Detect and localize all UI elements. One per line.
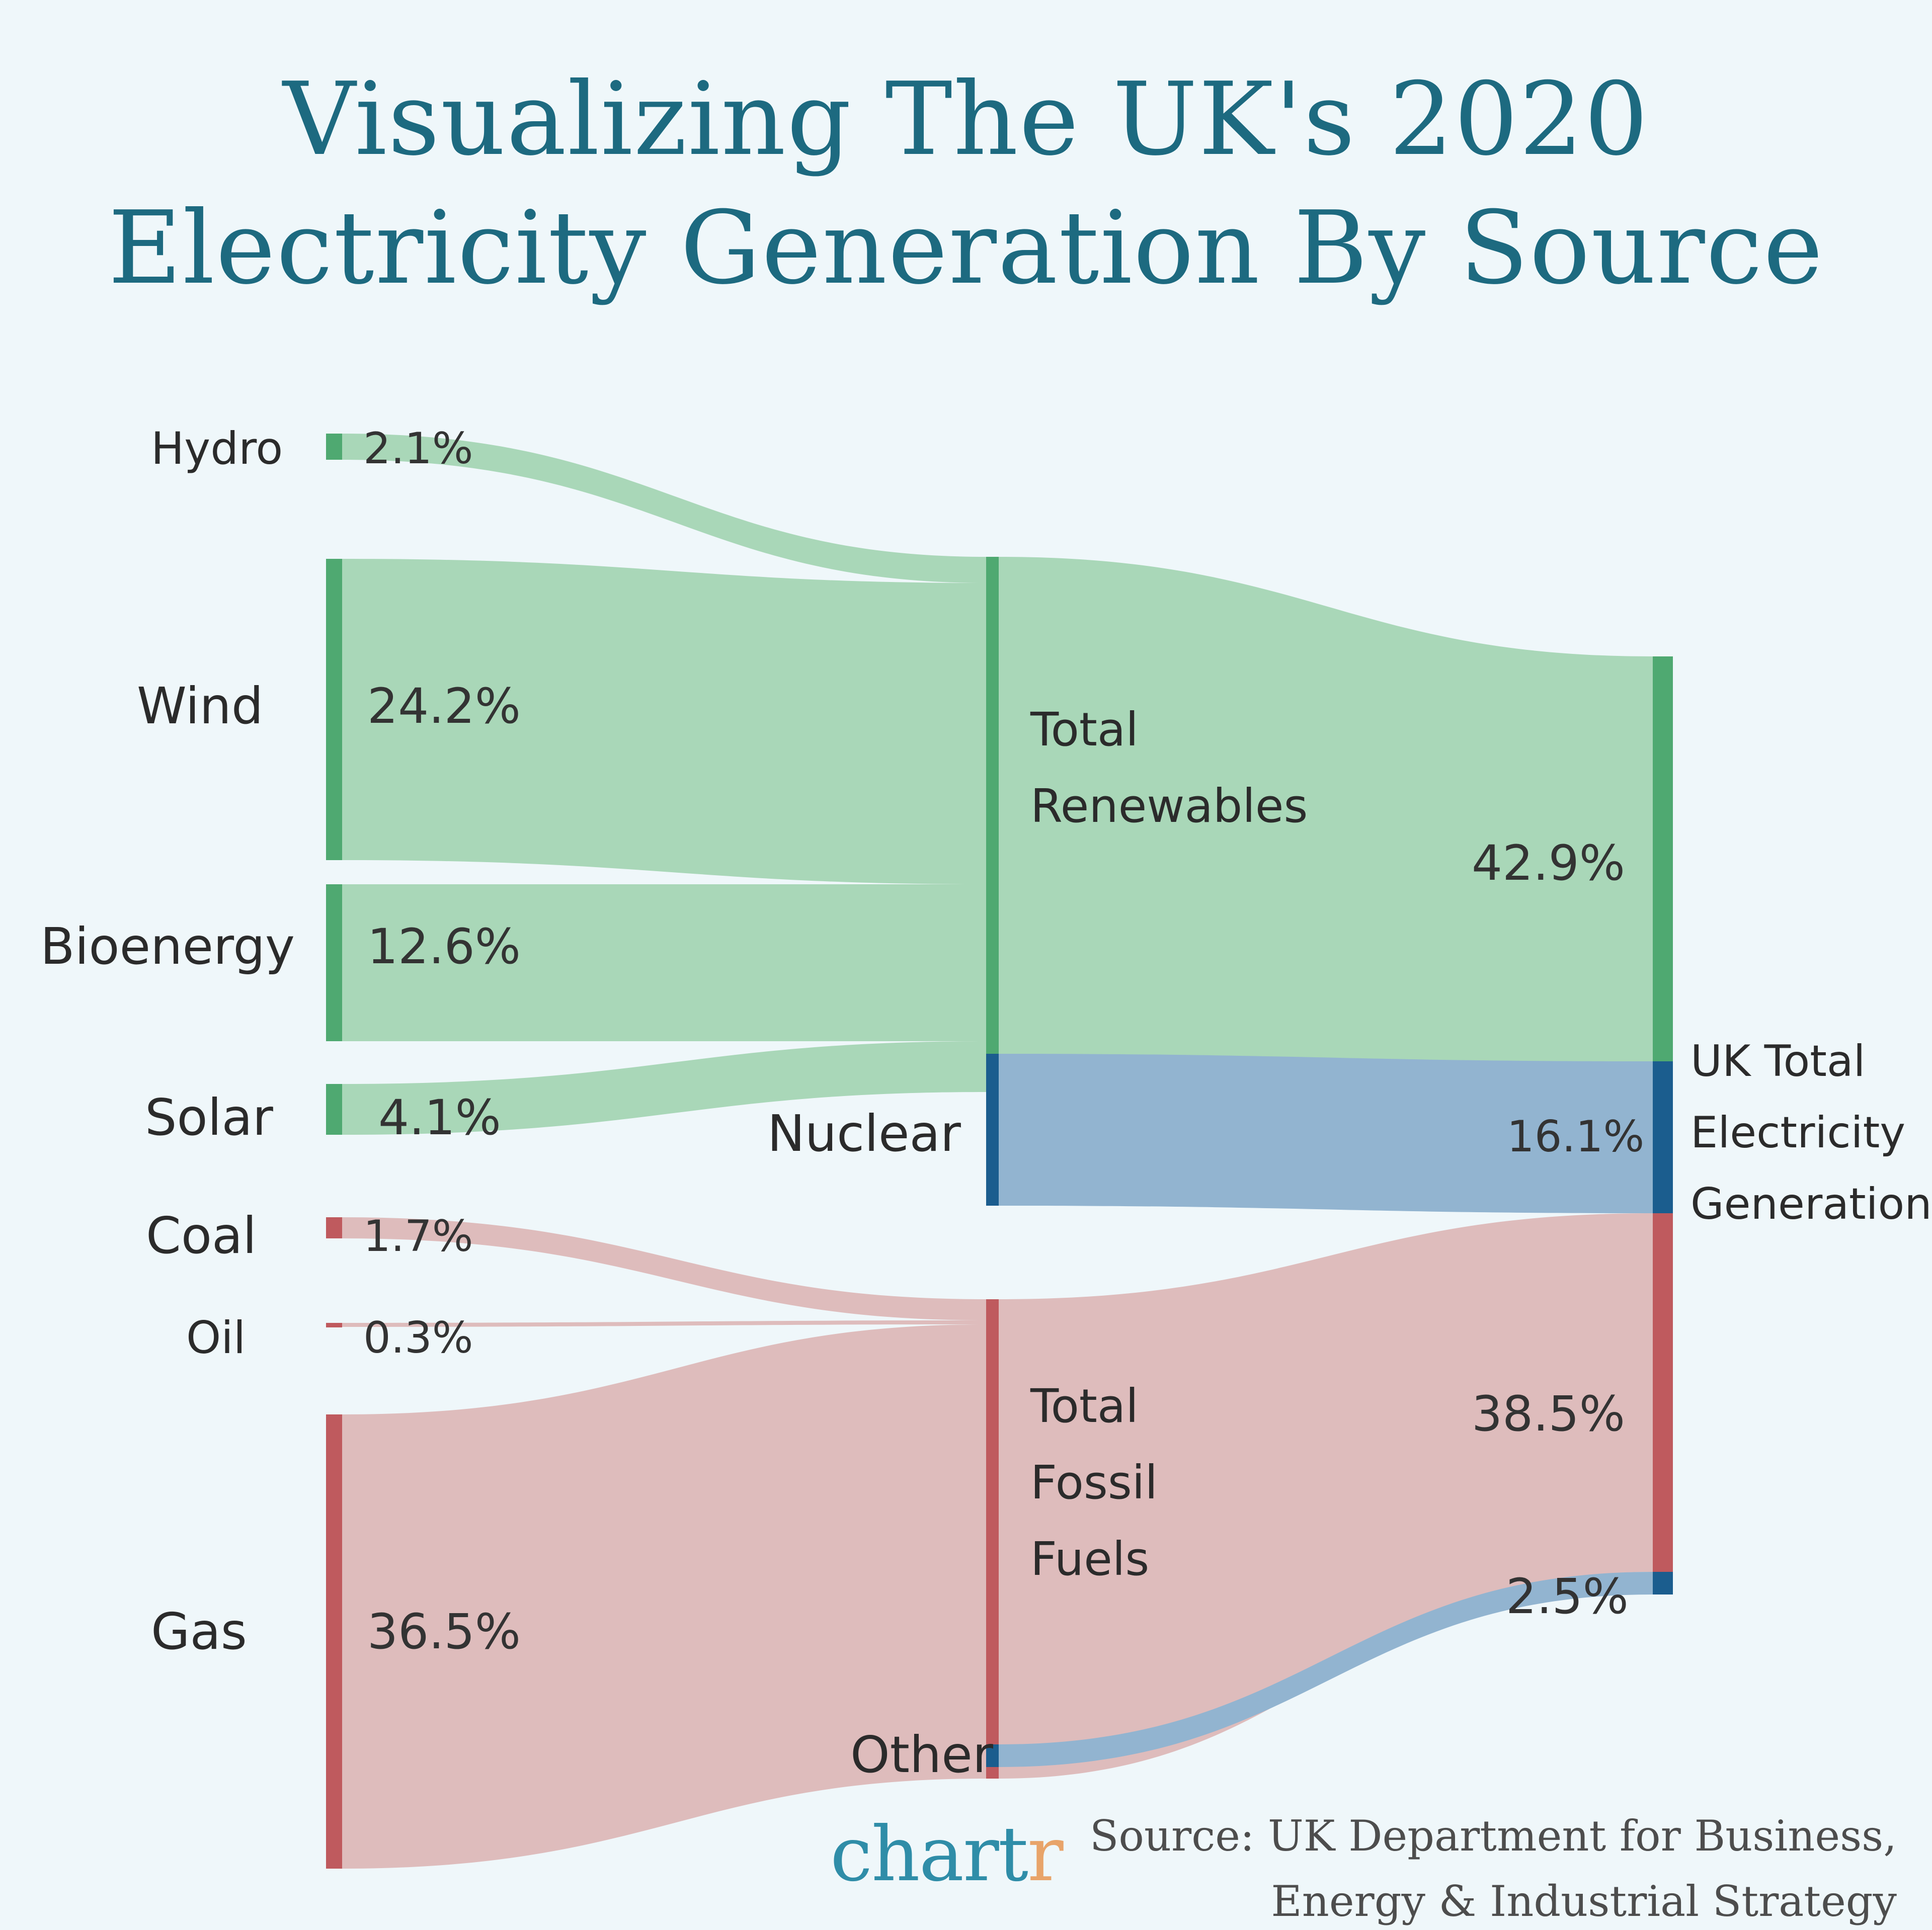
node-bar-nuclear[interactable]: [986, 1054, 999, 1206]
node-label-total-fossil-line2: Fossil: [1030, 1455, 1158, 1509]
node-bar-coal[interactable]: [326, 1217, 342, 1238]
node-bar-gas[interactable]: [326, 1414, 342, 1869]
node-label-total-renewables-line1: Total: [1030, 703, 1139, 757]
source-line-1: Source: UK Department for Business,: [1089, 1811, 1897, 1861]
sankey-links-stage1: [342, 434, 986, 1869]
node-value-total-renewables: 42.9%: [1472, 835, 1625, 891]
link-bioenergy-renewables: [342, 884, 986, 1041]
sankey-nodes-middle: [986, 557, 999, 1779]
node-label-solar-text: Solar: [145, 1088, 273, 1147]
node-label-total-renewables: Total Renewables: [1030, 692, 1308, 845]
source-line-2: Energy & Industrial Strategy: [1271, 1877, 1897, 1926]
link-renewables-uktotal: [999, 557, 1653, 1135]
chartr-logo-main: chart: [830, 1811, 1028, 1898]
node-value-bioenergy: 12.6%: [367, 918, 521, 975]
node-label-uk-total-electricity-generation: UK Total Electricity Generation: [1691, 1026, 1932, 1240]
node-bar-wind[interactable]: [326, 559, 342, 860]
node-label-wind: Wind: [137, 677, 264, 735]
chartr-logo-accent: r: [1027, 1811, 1064, 1898]
node-label-total-fossil-line3: Fuels: [1030, 1532, 1150, 1586]
title-line-1: Visualizing The UK's 2020: [283, 61, 1649, 178]
node-value-nuclear: 16.1%: [1507, 1112, 1645, 1162]
title-line-2: Electricity Generation By Source: [108, 190, 1824, 307]
node-bar-uktotal-other[interactable]: [1653, 1572, 1673, 1595]
sankey-links-stage2: [999, 557, 1653, 1779]
page-title: Visualizing The UK's 2020 Electricity Ge…: [0, 55, 1932, 313]
node-bar-hydro[interactable]: [326, 434, 342, 460]
node-bar-total-renewables[interactable]: [986, 557, 999, 1135]
link-oil-fossil: [342, 1320, 986, 1327]
sankey-nodes-sources: [326, 434, 342, 1869]
node-label-total-renewables-line2: Renewables: [1030, 779, 1308, 833]
link-nuclear-uktotal: [999, 1054, 1653, 1213]
node-value-oil: 0.3%: [363, 1313, 473, 1363]
chartr-logo[interactable]: chartr: [830, 1811, 1064, 1898]
node-label-uktotal-line2: Electricity: [1691, 1107, 1906, 1158]
node-value-gas: 36.5%: [367, 1604, 521, 1660]
node-label-other: Other: [850, 1725, 993, 1784]
link-fossil-uktotal: [999, 1213, 1653, 1779]
node-bar-solar[interactable]: [326, 1084, 342, 1135]
node-bar-bioenergy[interactable]: [326, 884, 342, 1041]
node-label-uktotal-line1: UK Total: [1691, 1036, 1866, 1086]
node-label-oil: Oil: [186, 1312, 246, 1364]
link-gas-fossil: [342, 1324, 986, 1869]
node-bar-uktotal-nuclear[interactable]: [1653, 1061, 1673, 1213]
link-solar-renewables: [342, 1041, 986, 1135]
source-attribution: Source: UK Department for Business, Ener…: [891, 1803, 1897, 1930]
link-wind-renewables: [342, 559, 986, 884]
node-value-total-fossil-fuels: 38.5%: [1472, 1386, 1625, 1442]
node-label-total-fossil-line1: Total: [1030, 1379, 1139, 1433]
link-coal-fossil: [342, 1217, 986, 1320]
node-bar-oil[interactable]: [326, 1323, 342, 1327]
node-label-coal: Coal: [146, 1206, 257, 1265]
link-hydro-renewables: [342, 434, 986, 583]
node-label-uktotal-line3: Generation: [1691, 1179, 1932, 1229]
node-bar-total-fossil-fuels[interactable]: [986, 1299, 999, 1779]
node-value-wind: 24.2%: [367, 678, 521, 734]
node-bar-other[interactable]: [986, 1744, 999, 1767]
node-value-other: 2.5%: [1506, 1568, 1629, 1625]
node-value-coal: 1.7%: [363, 1211, 473, 1262]
node-label-nuclear: Nuclear: [767, 1104, 961, 1163]
node-label-bioenergy: Bioenergy: [40, 917, 295, 976]
link-other-uktotal: [999, 1572, 1653, 1767]
node-bar-uktotal-fossil[interactable]: [1653, 1213, 1673, 1572]
node-bar-uktotal-renewables[interactable]: [1653, 656, 1673, 1061]
sankey-nodes-uktotal: [1653, 656, 1673, 1595]
node-value-solar: 4.1%: [378, 1089, 501, 1146]
node-label-gas: Gas: [151, 1602, 247, 1661]
node-value-hydro: 2.1%: [363, 424, 473, 474]
node-label-hydro: Hydro: [151, 423, 283, 474]
node-label-total-fossil-fuels: Total Fossil Fuels: [1030, 1368, 1158, 1597]
